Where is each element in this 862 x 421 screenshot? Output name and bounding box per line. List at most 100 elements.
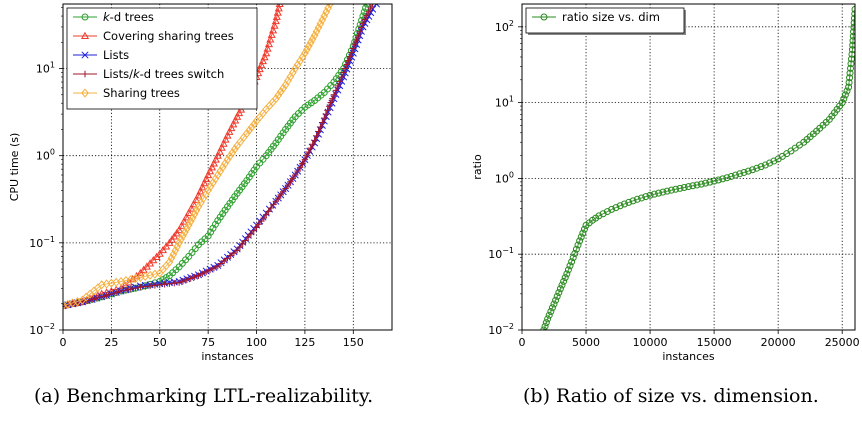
series-3-marker [334,82,342,90]
legend-swatch-marker [540,13,548,21]
series-1-marker [257,60,266,69]
series-3-marker [319,119,326,126]
series-4-marker [276,87,285,97]
y-tick-label: 10−2 [488,322,514,337]
series-4-marker [247,122,256,132]
series-3-marker [317,123,324,131]
series-0-marker [550,300,558,308]
series-4-marker [228,148,237,158]
caption-b: (b) Ratio of size vs. dimension. [523,385,819,407]
series-3-marker [239,240,246,248]
series-3-marker [113,289,120,296]
series-3-marker [287,178,294,185]
series-0-marker [845,78,853,86]
series-0-marker [697,180,705,188]
series-3-marker [245,234,252,241]
series-1-marker [273,8,282,16]
series-0-marker [221,206,229,214]
series-1-marker [225,127,234,135]
series-4-marker [293,60,302,70]
series-3-marker [206,266,214,274]
series-0-marker [633,195,641,203]
series-0-marker [579,229,587,237]
x-tick-label: 75 [201,336,215,349]
series-0-marker [561,274,569,282]
series-1-marker [162,242,171,250]
series-4-marker [316,19,325,29]
series-0-marker [219,210,227,218]
series-0-marker [689,182,697,190]
series-1-marker [209,159,219,167]
series-4-marker [206,181,215,192]
series-0-marker [548,304,556,312]
series-3-marker [108,290,115,298]
series-3-marker [191,273,198,281]
series-0-marker [625,198,633,206]
x-tick-label: 125 [294,336,315,349]
series-1-marker [272,12,281,20]
y-tick-label: 10−1 [488,246,514,261]
series-4-marker [192,205,201,215]
series-0-marker [847,55,855,63]
series-1-marker [255,64,264,73]
legend-label: Sharing trees [103,86,180,100]
series-4-marker [250,119,258,129]
series-3-marker [367,4,374,12]
series-3-marker [336,78,343,85]
series-3-marker [353,36,360,44]
series-0-marker [849,37,855,45]
series-0-marker [676,184,684,192]
y-tick-label: 101 [36,61,55,76]
series-4-marker [302,45,311,55]
series-3-marker [263,211,270,218]
series-4-marker [177,234,185,244]
series-3-marker [351,41,359,48]
legend-swatch-marker [81,13,89,21]
series-1-marker [263,44,272,52]
series-3-marker [307,144,314,152]
series-0-marker [727,172,735,180]
series-4-marker [230,144,239,154]
series-4-marker [301,48,309,58]
series-0-marker [547,307,555,315]
series-0-marker [753,164,761,172]
series-3-marker [161,281,168,288]
series-0-marker [843,87,851,95]
series-0-marker [250,166,258,174]
series-1-marker [223,131,232,139]
series-0-marker [553,292,561,300]
series-0-marker [595,212,603,220]
series-1-marker [211,155,220,163]
series-1-marker [274,4,283,12]
series-4-marker [169,249,178,260]
series-3-marker [325,103,333,110]
series-0-marker [719,175,727,183]
legend-label: k-d trees [103,10,154,24]
series-4-marker [218,162,227,172]
series-3-marker [350,45,357,52]
series-4-marker [242,128,251,139]
series-1-marker [184,208,193,217]
series-3-marker [221,257,228,265]
series-3-marker [156,281,163,289]
series-4-marker [314,23,323,33]
series-0-marker [552,296,560,304]
series-0-marker [841,91,849,99]
series-3-marker [359,20,367,27]
series-4-marker [245,125,254,135]
series-3-marker [324,107,331,114]
series-0-marker [564,266,572,274]
series-4-marker [165,257,174,267]
legend-swatch-marker [81,51,89,59]
series-0-marker [846,74,854,82]
x-tick-label: 10000 [633,336,668,349]
series-3-marker [199,270,206,277]
series-0-marker [560,277,568,285]
plot-frame [62,3,393,331]
series-0-marker [848,46,855,54]
legend-label: ratio size vs. dim [562,10,660,24]
series-3-marker [294,167,301,175]
series-4-marker [291,63,300,74]
series-3-marker [289,175,297,182]
legend-swatch-marker [80,31,90,40]
